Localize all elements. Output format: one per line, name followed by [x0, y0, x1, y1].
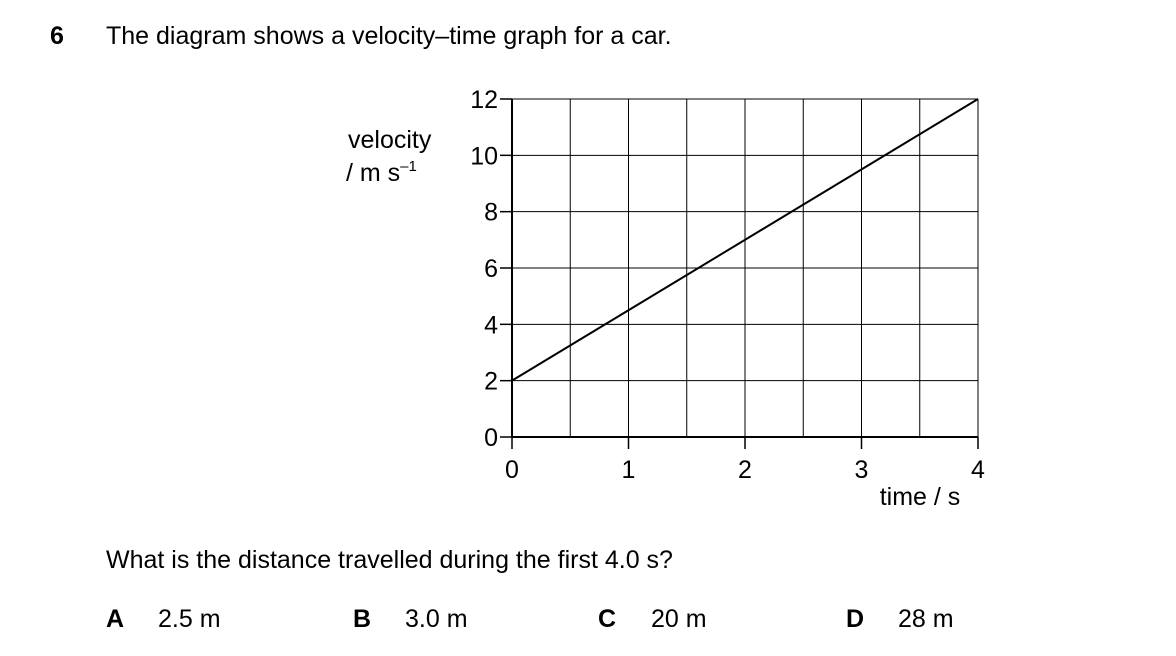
option-d-letter: D — [846, 605, 865, 633]
option-a[interactable]: A 2.5 m — [106, 605, 221, 634]
x-tick-label: 4 — [971, 456, 985, 484]
y-axis-label: velocity — [348, 126, 432, 154]
y-tick-label: 8 — [484, 199, 498, 227]
y-tick-label: 10 — [470, 142, 498, 170]
option-a-value: 2.5 m — [158, 605, 221, 633]
x-axis-label: time / s — [880, 483, 961, 511]
y-tick-label: 4 — [484, 311, 498, 339]
y-axis-unit-exponent: –1 — [400, 158, 417, 175]
x-tick-label: 0 — [505, 456, 519, 484]
velocity-line — [511, 98, 979, 382]
y-tick-label: 6 — [484, 255, 498, 283]
x-tick-label: 1 — [622, 456, 636, 484]
question-prompt: What is the distance travelled during th… — [106, 546, 673, 574]
y-tick-label: 0 — [484, 424, 498, 452]
option-c[interactable]: C 20 m — [598, 605, 707, 634]
question-number: 6 — [50, 22, 64, 50]
question-intro: The diagram shows a velocity–time graph … — [106, 22, 672, 50]
option-d-value: 28 m — [898, 605, 954, 633]
y-axis-unit: / m s–1 — [346, 158, 417, 187]
x-tick-label: 2 — [738, 456, 752, 484]
graph-series — [511, 98, 979, 382]
option-b-letter: B — [353, 605, 372, 633]
option-c-letter: C — [598, 605, 617, 633]
y-tick-label: 12 — [470, 86, 498, 114]
option-a-letter: A — [106, 605, 125, 633]
option-b[interactable]: B 3.0 m — [353, 605, 468, 634]
option-b-value: 3.0 m — [405, 605, 468, 633]
x-tick-label: 3 — [855, 456, 869, 484]
option-d[interactable]: D 28 m — [846, 605, 954, 634]
graph-grid — [512, 98, 979, 437]
option-c-value: 20 m — [651, 605, 707, 633]
y-tick-label: 2 — [484, 368, 498, 396]
y-axis-unit-base: / m s — [346, 159, 400, 187]
